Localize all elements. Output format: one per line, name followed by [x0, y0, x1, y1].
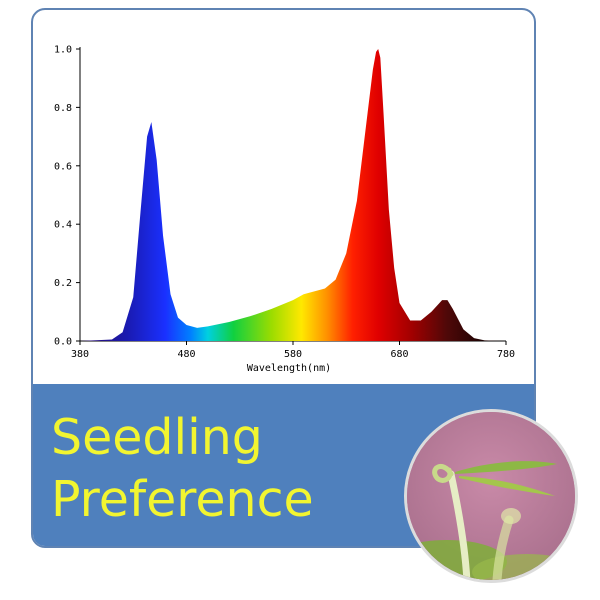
x-tick-label: 580	[284, 349, 302, 360]
x-tick-label: 680	[390, 349, 408, 360]
x-tick-label: 780	[497, 349, 515, 360]
title-line-2: Preference	[51, 471, 314, 528]
y-tick-label: 0.6	[54, 161, 72, 172]
y-tick-label: 1.0	[54, 45, 72, 56]
x-tick-label: 480	[177, 349, 195, 360]
y-tick-label: 0.2	[54, 278, 72, 289]
spectrum-chart: 380 480 580 680 780 0.0 0.2 0.4 0.6 0.8 1.0 Wavele…	[54, 45, 515, 375]
y-tick-label: 0.0	[54, 337, 72, 348]
spectrum-area	[80, 49, 506, 341]
title-line-1: Seedling	[51, 409, 263, 466]
x-axis-label: Wavelength(nm)	[247, 363, 331, 374]
spectrum-card: 380 480 580 680 780 0.0 0.2 0.4 0.6 0.8 1.0 Wavele…	[31, 8, 536, 548]
y-tick-label: 0.8	[54, 103, 72, 114]
x-tick-label: 380	[71, 349, 89, 360]
seedling-photo	[404, 409, 578, 583]
y-tick-label: 0.4	[54, 220, 72, 231]
